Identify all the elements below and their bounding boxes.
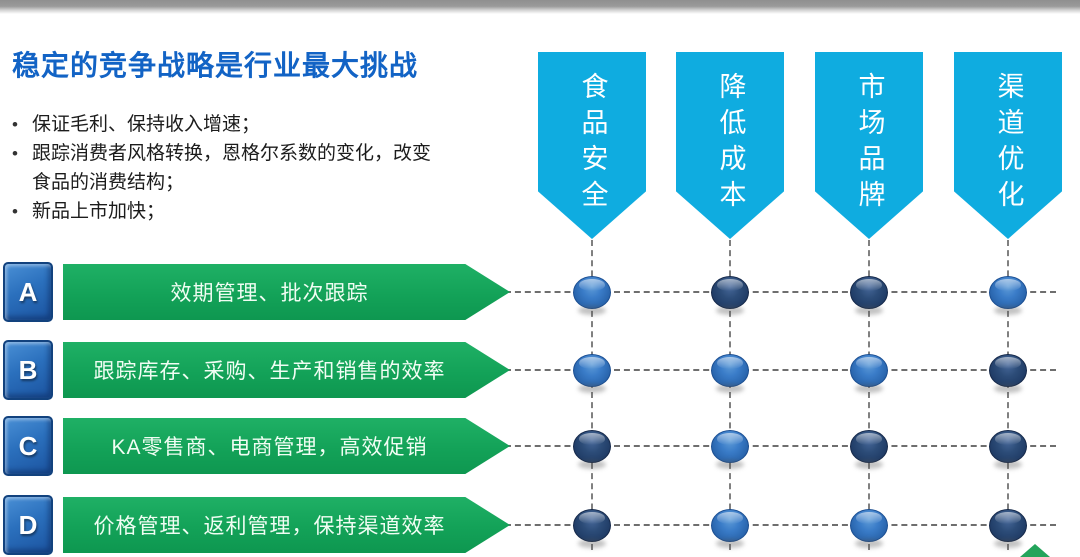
column-banner-label: 降低成本 bbox=[715, 72, 746, 216]
matrix-dot bbox=[989, 509, 1027, 542]
grid-horizontal-dashed-line bbox=[505, 524, 1056, 526]
challenge-bullet-list: 保证毛利、保持收入增速； 跟踪消费者风格转换，恩格尔系数的变化，改变食品的消费结构… bbox=[8, 110, 486, 226]
matrix-dot bbox=[711, 276, 749, 309]
matrix-dot bbox=[989, 430, 1027, 463]
grid-horizontal-dashed-line bbox=[505, 291, 1056, 293]
matrix-dot bbox=[573, 276, 611, 309]
row-arrow: 价格管理、返利管理，保持渠道效率 bbox=[63, 497, 510, 553]
bullet-line: 新品上市加快； bbox=[32, 201, 166, 222]
column-banner: 降低成本 bbox=[676, 52, 784, 239]
bullet-line: 食品的消费结构； bbox=[32, 172, 185, 193]
column-banner-label: 市场品牌 bbox=[854, 72, 885, 216]
top-accent-bar bbox=[0, 0, 1080, 14]
row-arrow-label: 价格管理、返利管理，保持渠道效率 bbox=[93, 515, 446, 538]
column-banner-label: 食品安全 bbox=[577, 72, 608, 216]
grid-horizontal-dashed-line bbox=[505, 445, 1056, 447]
matrix-dot bbox=[989, 354, 1027, 387]
row-arrow-label: KA零售商、电商管理，高效促销 bbox=[111, 436, 428, 459]
column-banner: 食品安全 bbox=[538, 52, 646, 239]
matrix-dot bbox=[989, 276, 1027, 309]
column-banner-label: 渠道优化 bbox=[993, 72, 1024, 216]
row-arrow-label: 跟踪库存、采购、生产和销售的效率 bbox=[93, 360, 446, 383]
row-arrow-label: 效期管理、批次跟踪 bbox=[170, 282, 369, 305]
row-badge: D bbox=[3, 495, 53, 555]
grid-vertical-dashed-line bbox=[591, 240, 593, 550]
matrix-dot bbox=[850, 509, 888, 542]
matrix-dot bbox=[711, 509, 749, 542]
column-banner: 渠道优化 bbox=[954, 52, 1062, 239]
grid-vertical-dashed-line bbox=[1007, 240, 1009, 550]
row-badge: A bbox=[3, 262, 53, 322]
bullet-line: 保证毛利、保持收入增速； bbox=[32, 114, 261, 135]
row-badge: B bbox=[3, 340, 53, 400]
matrix-dot bbox=[573, 430, 611, 463]
row-badge: C bbox=[3, 416, 53, 476]
matrix-dot bbox=[573, 509, 611, 542]
matrix-dot bbox=[850, 354, 888, 387]
matrix-dot bbox=[850, 430, 888, 463]
grid-horizontal-dashed-line bbox=[505, 369, 1056, 371]
column-banner: 市场品牌 bbox=[815, 52, 923, 239]
bullet-line: 跟踪消费者风格转换，恩格尔系数的变化，改变 bbox=[32, 143, 432, 164]
matrix-dot bbox=[850, 276, 888, 309]
bullet-item: 保证毛利、保持收入增速； bbox=[8, 110, 486, 139]
row-arrow: KA零售商、电商管理，高效促销 bbox=[63, 418, 510, 474]
page-title: 稳定的竞争战略是行业最大挑战 bbox=[12, 50, 419, 81]
grid-vertical-dashed-line bbox=[729, 240, 731, 550]
matrix-dot bbox=[711, 354, 749, 387]
matrix-dot bbox=[711, 430, 749, 463]
bullet-item: 新品上市加快； bbox=[8, 197, 486, 226]
bottom-corner-arrow-tip-icon bbox=[1020, 544, 1050, 557]
row-arrow: 效期管理、批次跟踪 bbox=[63, 264, 510, 320]
matrix-dot bbox=[573, 354, 611, 387]
row-arrow: 跟踪库存、采购、生产和销售的效率 bbox=[63, 342, 510, 398]
grid-vertical-dashed-line bbox=[868, 240, 870, 550]
